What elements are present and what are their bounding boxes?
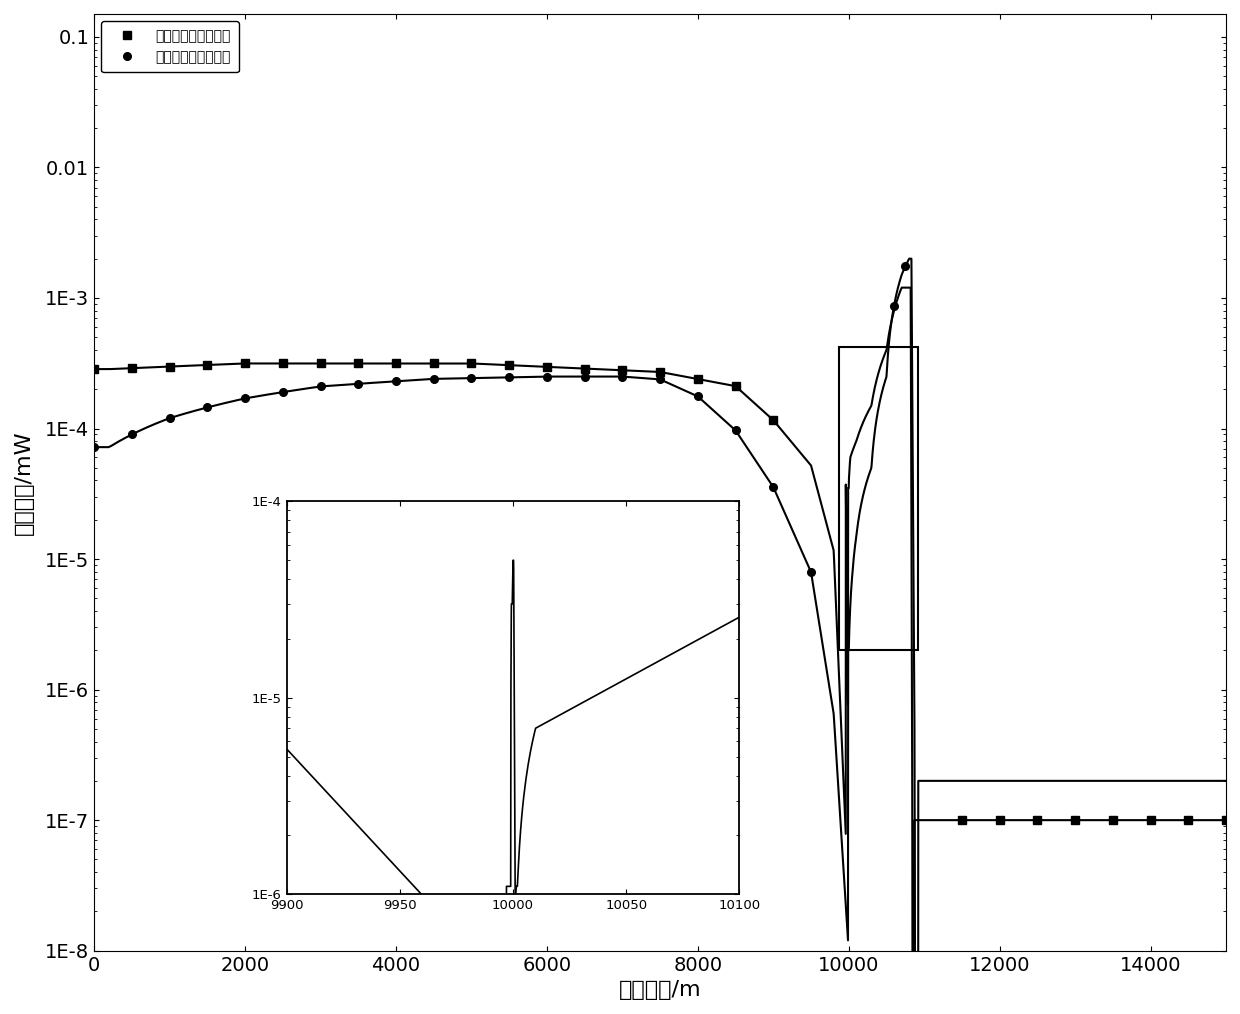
无大气分子和气溶胶 [652, 366, 667, 378]
有大气分子和气溶胶 [351, 378, 366, 390]
无大气分子和气溶胶 [502, 359, 517, 371]
无大气分子和气溶胶 [275, 357, 290, 369]
有大气分子和气溶胶 [162, 412, 177, 424]
无大气分子和气溶胶 [1180, 814, 1195, 826]
Legend: 无大气分子和气溶胶, 有大气分子和气溶胶: 无大气分子和气溶胶, 有大气分子和气溶胶 [100, 21, 239, 72]
无大气分子和气溶胶 [955, 814, 970, 826]
无大气分子和气溶胶 [87, 363, 102, 375]
有大气分子和气溶胶 [728, 424, 743, 436]
有大气分子和气溶胶 [898, 261, 913, 273]
无大气分子和气溶胶 [615, 364, 630, 376]
无大气分子和气溶胶 [766, 414, 781, 426]
有大气分子和气溶胶 [124, 428, 139, 440]
无大气分子和气溶胶 [1106, 814, 1121, 826]
Line: 无大气分子和气溶胶: 无大气分子和气溶胶 [91, 360, 1230, 824]
有大气分子和气溶胶 [652, 373, 667, 385]
无大气分子和气溶胶 [992, 814, 1007, 826]
Y-axis label: 一阶散射/mW: 一阶散射/mW [14, 430, 33, 534]
无大气分子和气溶胶 [427, 357, 441, 369]
无大气分子和气溶胶 [388, 357, 403, 369]
无大气分子和气溶胶 [539, 361, 554, 373]
有大气分子和气溶胶 [238, 392, 253, 405]
有大气分子和气溶胶 [804, 566, 818, 578]
无大气分子和气溶胶 [312, 357, 327, 369]
有大气分子和气溶胶 [691, 390, 706, 403]
无大气分子和气溶胶 [238, 357, 253, 369]
无大气分子和气溶胶 [1030, 814, 1045, 826]
无大气分子和气溶胶 [728, 380, 743, 392]
有大气分子和气溶胶 [388, 375, 403, 387]
X-axis label: 目标高度/m: 目标高度/m [619, 981, 702, 1000]
有大气分子和气溶胶 [577, 370, 591, 382]
无大气分子和气溶胶 [162, 360, 177, 372]
无大气分子和气溶胶 [1219, 814, 1234, 826]
Line: 有大气分子和气溶胶: 有大气分子和气溶胶 [91, 263, 909, 576]
有大气分子和气溶胶 [87, 441, 102, 453]
无大气分子和气溶胶 [351, 357, 366, 369]
有大气分子和气溶胶 [464, 372, 479, 384]
有大气分子和气溶胶 [887, 299, 901, 311]
有大气分子和气溶胶 [615, 370, 630, 382]
无大气分子和气溶胶 [577, 362, 591, 374]
有大气分子和气溶胶 [275, 386, 290, 399]
无大气分子和气溶胶 [200, 359, 215, 371]
有大气分子和气溶胶 [502, 371, 517, 383]
无大气分子和气溶胶 [124, 362, 139, 374]
无大气分子和气溶胶 [464, 357, 479, 369]
有大气分子和气溶胶 [427, 373, 441, 385]
无大气分子和气溶胶 [691, 373, 706, 385]
无大气分子和气溶胶 [1068, 814, 1083, 826]
有大气分子和气溶胶 [312, 380, 327, 392]
有大气分子和气溶胶 [766, 481, 781, 493]
Bar [839, 347, 918, 650]
无大气分子和气溶胶 [1143, 814, 1158, 826]
有大气分子和气溶胶 [539, 370, 554, 382]
有大气分子和气溶胶 [200, 402, 215, 414]
